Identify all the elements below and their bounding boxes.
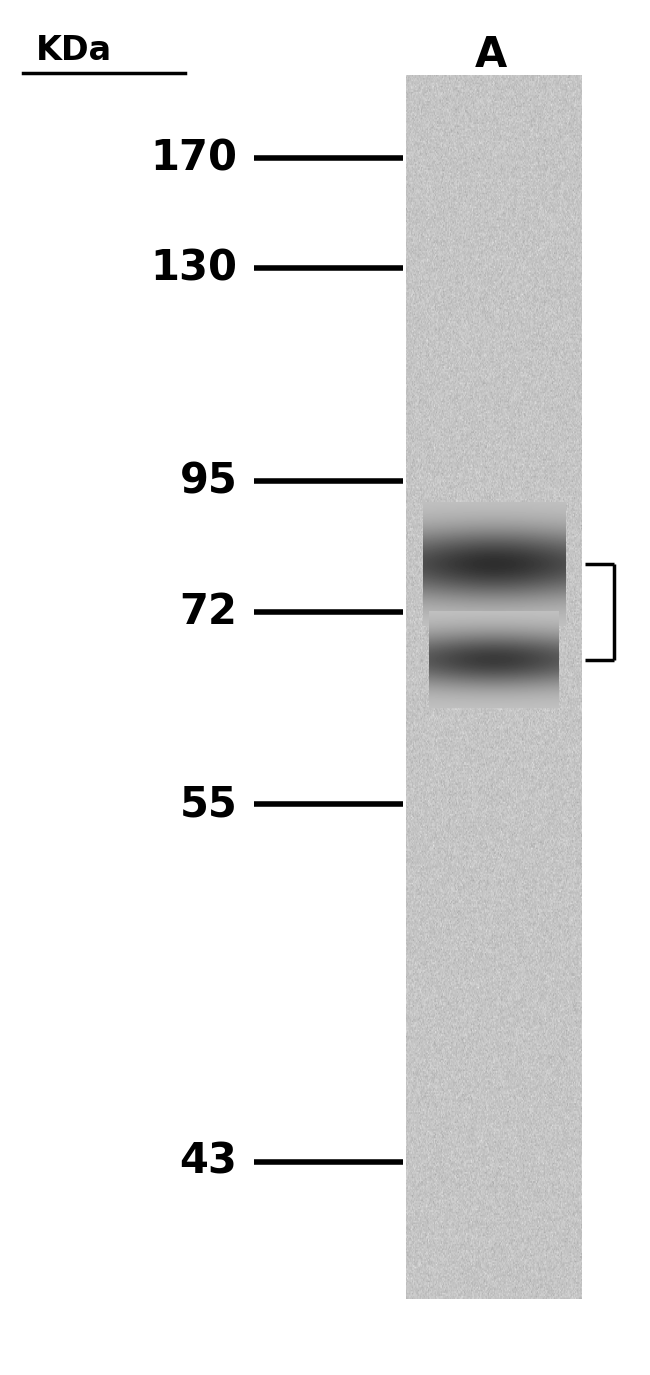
Text: 130: 130: [150, 248, 237, 289]
Text: 43: 43: [179, 1141, 237, 1182]
Text: 95: 95: [179, 461, 237, 502]
Text: 55: 55: [179, 784, 237, 825]
Text: 170: 170: [150, 138, 237, 179]
Text: 72: 72: [179, 591, 237, 632]
Text: A: A: [474, 34, 507, 77]
Text: KDa: KDa: [36, 34, 112, 67]
